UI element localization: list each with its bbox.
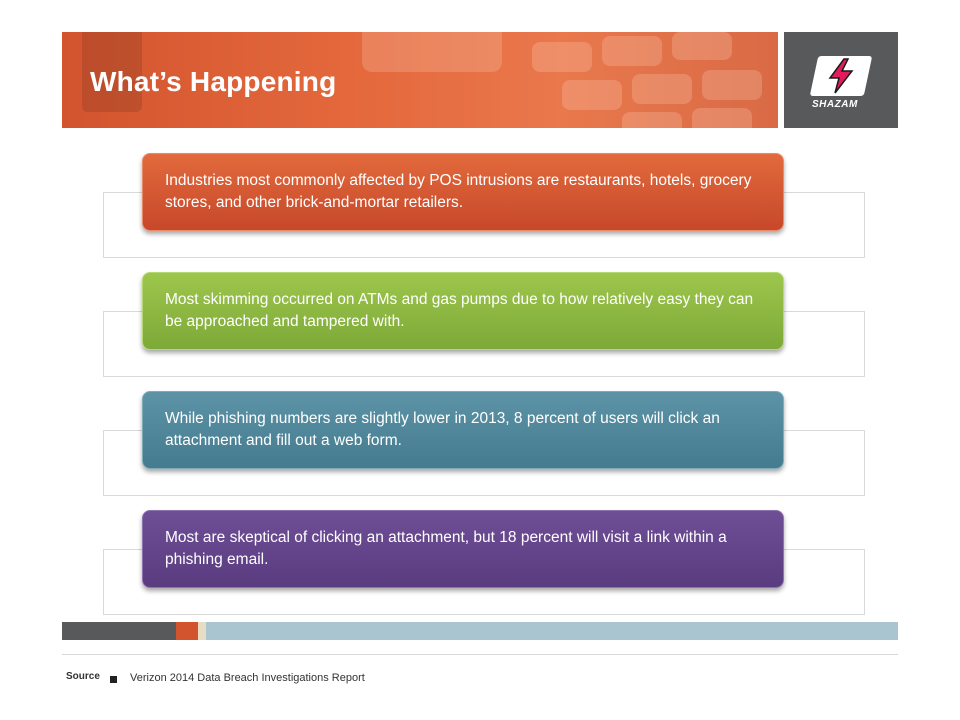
bullet-square-icon bbox=[110, 676, 117, 683]
shazam-logo: SHAZAM bbox=[784, 32, 898, 128]
source-citation: Verizon 2014 Data Breach Investigations … bbox=[130, 672, 365, 684]
lightning-bolt-icon bbox=[828, 58, 854, 94]
keypad-key-decoration bbox=[632, 74, 692, 104]
logo-text: SHAZAM bbox=[812, 99, 858, 110]
info-card-skimming: Most skimming occurred on ATMs and gas p… bbox=[142, 272, 784, 350]
footer-divider bbox=[62, 654, 898, 655]
card-text: While phishing numbers are slightly lowe… bbox=[165, 410, 720, 449]
phone-decoration bbox=[82, 32, 142, 112]
footer-bar-segment bbox=[62, 622, 176, 640]
card-text: Most are skeptical of clicking an attach… bbox=[165, 529, 727, 568]
header-banner bbox=[62, 32, 778, 128]
info-card-phishing-links: Most are skeptical of clicking an attach… bbox=[142, 510, 784, 588]
footer-bar-segment bbox=[206, 622, 898, 640]
source-label: Source bbox=[66, 671, 100, 682]
keypad-key-decoration bbox=[672, 32, 732, 60]
info-card-pos-intrusions: Industries most commonly affected by POS… bbox=[142, 153, 784, 231]
card-decoration bbox=[362, 32, 502, 72]
footer-bar-segment bbox=[176, 622, 198, 640]
keypad-key-decoration bbox=[622, 112, 682, 128]
footer-bar-segment bbox=[198, 622, 206, 640]
page-title: What’s Happening bbox=[90, 66, 337, 97]
keypad-key-decoration bbox=[562, 80, 622, 110]
logo-mark bbox=[809, 56, 873, 96]
keypad-key-decoration bbox=[532, 42, 592, 72]
card-text: Most skimming occurred on ATMs and gas p… bbox=[165, 291, 754, 330]
keypad-key-decoration bbox=[702, 70, 762, 100]
card-text: Industries most commonly affected by POS… bbox=[165, 172, 752, 211]
info-card-phishing-forms: While phishing numbers are slightly lowe… bbox=[142, 391, 784, 469]
keypad-key-decoration bbox=[692, 108, 752, 128]
keypad-key-decoration bbox=[602, 36, 662, 66]
